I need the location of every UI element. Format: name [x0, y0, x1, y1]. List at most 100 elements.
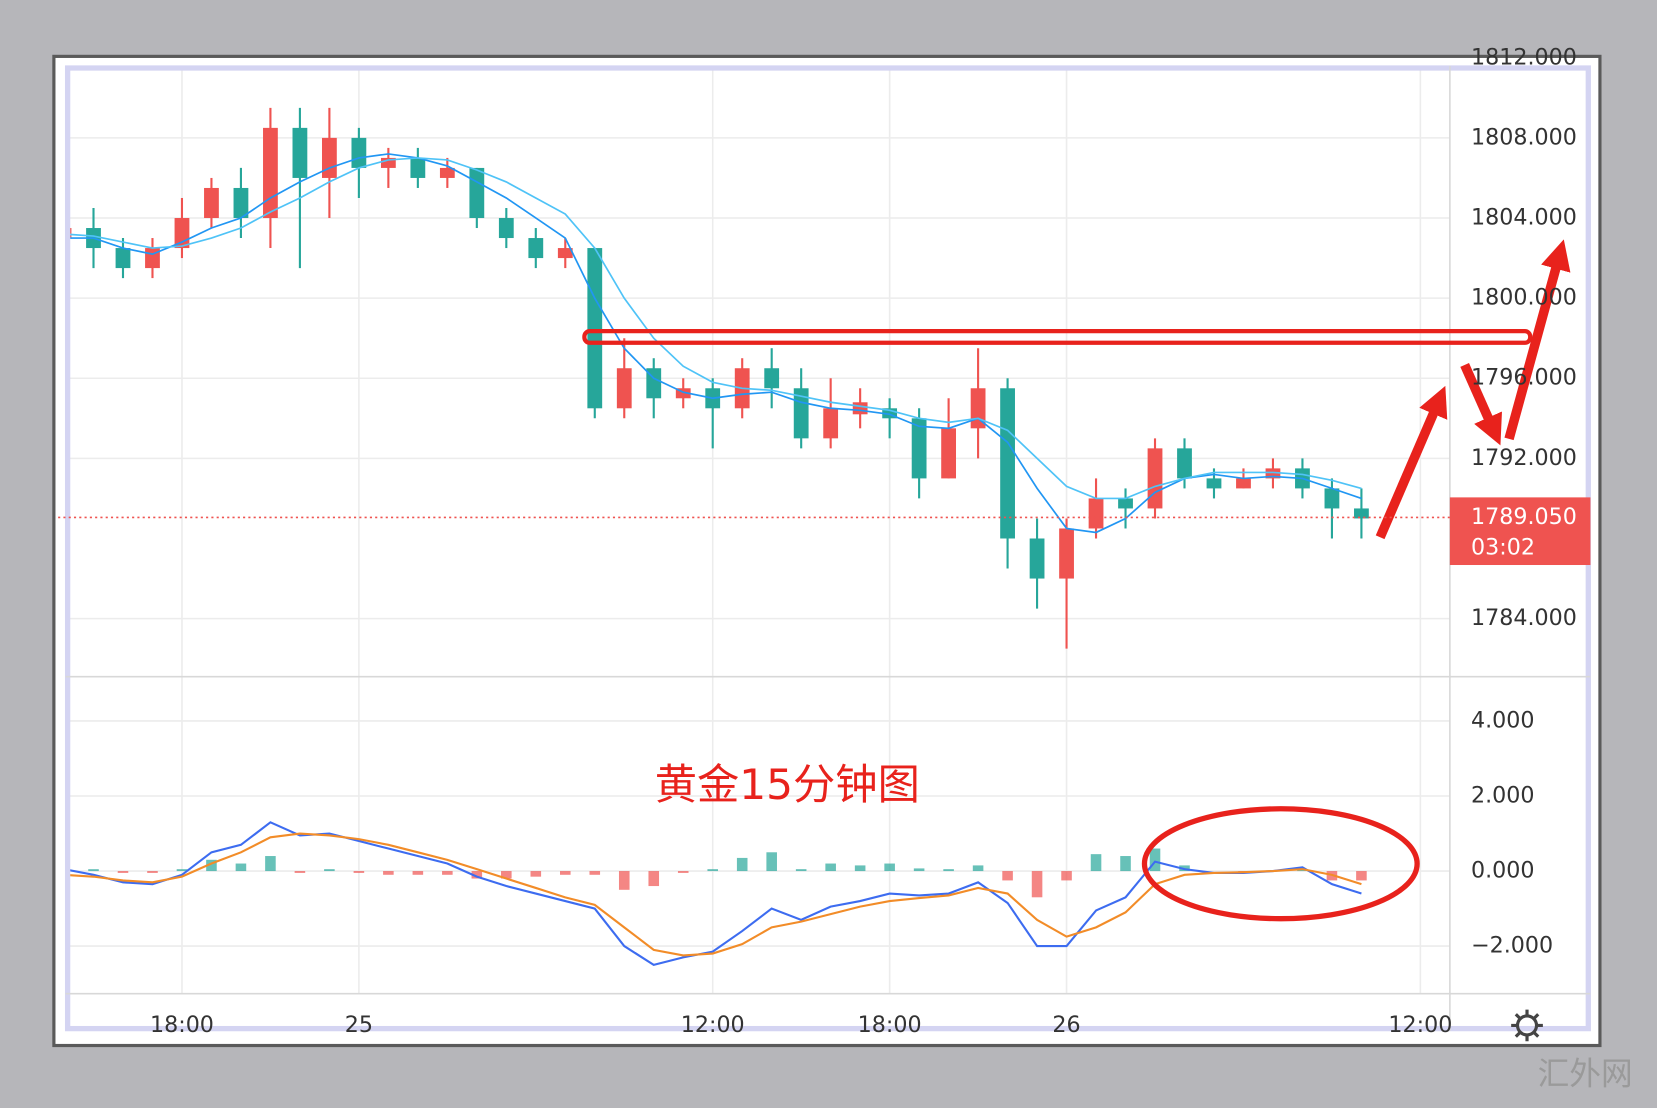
candle-body	[292, 127, 308, 178]
candle-body	[1118, 498, 1133, 509]
candle-body	[823, 408, 839, 439]
candle-body	[764, 368, 780, 389]
x-tick-label: 25	[345, 1012, 373, 1038]
candle-body	[1088, 498, 1104, 529]
moving-average-line	[65, 157, 1362, 500]
candle-body	[557, 248, 573, 259]
histogram-bar	[235, 863, 247, 872]
arrow	[1375, 385, 1448, 540]
y-tick-label: 1800.000	[1471, 285, 1577, 311]
candle-body	[380, 157, 396, 168]
histogram-bar	[471, 871, 483, 879]
candle-body	[911, 418, 927, 479]
resistance-line	[582, 329, 1533, 345]
y-tick-label: 4.000	[1471, 707, 1535, 733]
settings-icon[interactable]	[1511, 1009, 1543, 1042]
y-tick-label: 1792.000	[1471, 445, 1577, 471]
histogram-bar	[677, 871, 689, 873]
histogram-bar	[324, 869, 335, 872]
moving-average-line	[65, 153, 1362, 534]
candle-body	[263, 127, 278, 219]
histogram-bar	[442, 871, 453, 875]
histogram-bar	[1061, 871, 1072, 881]
candle-body	[1029, 538, 1045, 579]
histogram-bar	[412, 871, 424, 875]
candle-body	[1177, 448, 1192, 479]
x-tick-label: 18:00	[858, 1012, 922, 1038]
candle-body	[1265, 468, 1281, 479]
candle-body	[1324, 488, 1340, 509]
candle-body	[1059, 528, 1074, 579]
candle-body	[145, 248, 160, 269]
x-tick-label: 12:00	[681, 1012, 745, 1038]
annotation: 黄金15分钟图	[655, 760, 920, 809]
macd-line	[65, 832, 1362, 957]
y-tick-label: −2.000	[1471, 933, 1553, 959]
histogram-bar	[648, 871, 660, 887]
candle-body	[675, 388, 691, 399]
candle-body	[321, 137, 337, 178]
histogram-bar	[147, 871, 158, 873]
candle-body	[941, 428, 957, 479]
histogram-bar	[884, 863, 895, 872]
candle-body	[646, 368, 662, 399]
candle-body	[351, 137, 367, 168]
candle-body	[587, 248, 603, 409]
arrow	[1504, 239, 1571, 441]
candle-body	[115, 248, 131, 269]
histogram-bar	[1002, 871, 1013, 881]
histogram-bar	[353, 871, 365, 873]
histogram-bar	[206, 859, 217, 872]
histogram-bar	[943, 869, 954, 872]
candle-body	[528, 238, 544, 259]
histogram-bar	[736, 857, 748, 872]
candle-body	[1000, 388, 1015, 539]
y-tick-label: 1784.000	[1471, 605, 1577, 631]
candle-body	[498, 218, 514, 239]
y-tick-label: 1808.000	[1471, 124, 1577, 150]
histogram-bar	[117, 871, 129, 873]
highlight-ellipse	[1141, 806, 1420, 922]
y-tick-label: 0.000	[1471, 858, 1535, 884]
histogram-bar	[1149, 848, 1161, 872]
candle-body	[410, 157, 426, 178]
histogram-bar	[589, 871, 601, 875]
x-tick-label: 18:00	[150, 1012, 214, 1038]
histogram-bar	[766, 852, 777, 872]
y-tick-label: 1812.000	[1471, 44, 1577, 70]
frame	[52, 54, 1602, 1048]
histogram-bar	[913, 868, 925, 872]
histogram-bar	[795, 869, 807, 872]
candle-body	[882, 408, 898, 419]
candle-body	[204, 187, 219, 219]
x-tick-label: 26	[1052, 1012, 1080, 1038]
histogram-bar	[1120, 856, 1131, 872]
last-price-label: 1789.050	[1471, 504, 1577, 530]
histogram-bar	[618, 871, 630, 890]
candle-body	[1206, 478, 1222, 489]
candle-body	[1354, 508, 1369, 519]
histogram-bar	[972, 865, 984, 872]
plot-layer	[65, 65, 1450, 994]
histogram-bar	[825, 863, 836, 872]
histogram-bar	[176, 869, 188, 872]
candle-body	[233, 187, 249, 219]
candle-body	[469, 167, 485, 219]
histogram-bar	[501, 871, 512, 879]
histogram-bar	[1090, 854, 1102, 872]
histogram-bar	[560, 871, 571, 875]
histogram-bar	[88, 869, 99, 872]
histogram-bar	[383, 871, 394, 875]
histogram-bar	[265, 856, 276, 872]
y-tick-label: 2.000	[1471, 783, 1535, 809]
histogram-bar	[1031, 871, 1043, 898]
histogram-bar	[530, 871, 542, 877]
y-tick-label: 1804.000	[1471, 205, 1577, 231]
watermark: 汇外网	[1538, 1057, 1633, 1093]
countdown-label: 03:02	[1471, 535, 1535, 561]
candle-body	[1236, 478, 1251, 489]
histogram-bar	[707, 869, 719, 872]
x-tick-label: 12:00	[1388, 1012, 1452, 1038]
